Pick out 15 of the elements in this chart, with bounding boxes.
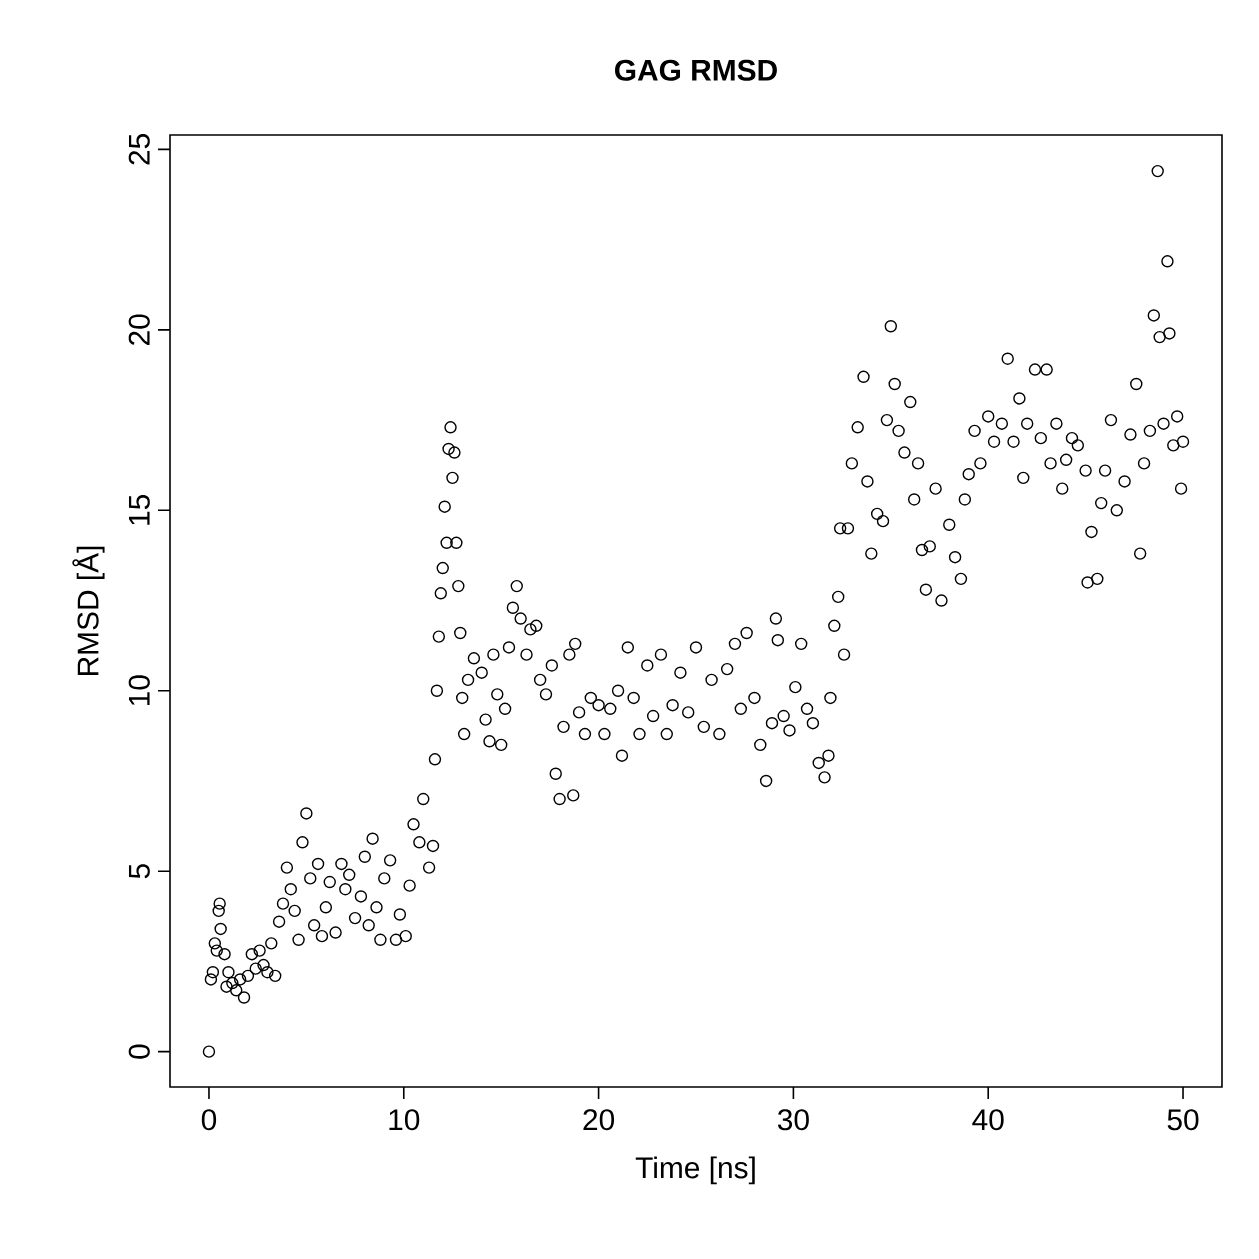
x-tick-label: 10 [389,1109,420,1131]
y-tick-label: 15 [128,494,150,525]
x-tick-label: 50 [1167,1109,1199,1131]
x-axis-title: Time [ns] [635,1156,755,1185]
y-tick-label: 10 [128,675,150,706]
y-tick-label: 25 [128,134,150,165]
chart-title: GAG RMSD [615,59,777,81]
x-tick-label: 40 [972,1109,1004,1131]
y-tick-label: 20 [128,314,150,345]
x-tick-label: 0 [201,1109,217,1131]
x-tick-label: 30 [777,1109,809,1131]
y-tick-label: 5 [128,864,150,879]
x-tick-label: 20 [583,1109,615,1131]
y-tick-label: 0 [128,1044,150,1059]
y-axis-title: RMSD [Å] [72,546,105,675]
